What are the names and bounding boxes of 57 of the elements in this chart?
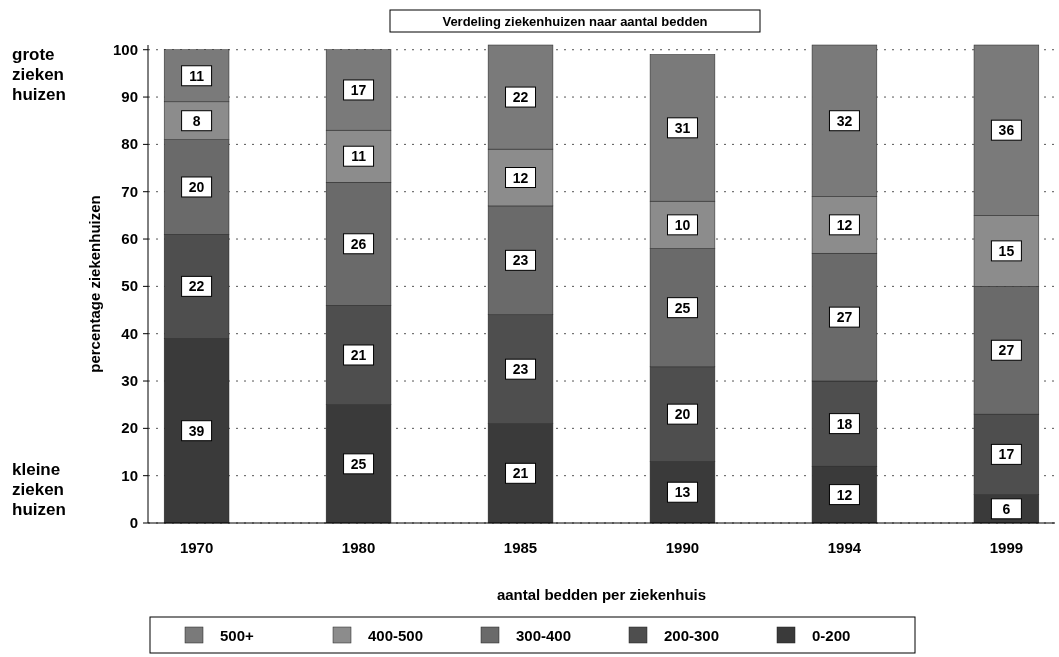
- x-tick-label: 1980: [341, 539, 376, 556]
- data-label: 17: [350, 81, 367, 98]
- data-label: 18: [836, 415, 853, 432]
- data-label: 36: [998, 122, 1015, 139]
- data-label: 11: [189, 67, 205, 84]
- data-label: 12: [836, 216, 853, 233]
- x-tick-label: 1990: [665, 539, 700, 556]
- y-tick-label: 50: [121, 277, 138, 295]
- data-label: 27: [998, 342, 1015, 359]
- data-label: 8: [192, 112, 201, 129]
- data-label: 22: [512, 89, 529, 106]
- y-tick-label: 70: [121, 182, 138, 200]
- legend-label: 200-300: [664, 627, 720, 644]
- data-label: 20: [188, 178, 205, 195]
- data-label: 27: [836, 309, 853, 326]
- x-tick-label: 1985: [503, 539, 538, 556]
- data-label: 21: [512, 465, 529, 482]
- data-label: 17: [998, 446, 1015, 463]
- legend-label: 500+: [220, 627, 255, 644]
- data-label: 12: [512, 169, 529, 186]
- text: kleine zieken huizen: [12, 460, 66, 519]
- data-label: 10: [674, 216, 691, 233]
- y-tick-label: 30: [121, 372, 138, 390]
- y-tick-label: 10: [121, 466, 138, 484]
- chart-title: Verdeling ziekenhuizen naar aantal bedden: [442, 14, 708, 29]
- y-tick-label: 0: [129, 514, 138, 531]
- x-tick-label: 1994: [827, 539, 862, 556]
- data-label: 23: [512, 361, 529, 378]
- x-axis-title: aantal bedden per ziekenhuis: [496, 586, 707, 603]
- x-tick-label: 1970: [179, 539, 214, 556]
- legend-label: 0-200: [812, 627, 851, 644]
- y-tick-label: 40: [121, 324, 138, 342]
- legend-label: 400-500: [368, 627, 424, 644]
- data-label: 25: [350, 455, 367, 472]
- y-tick-label: 20: [121, 419, 138, 437]
- y-tick-label: 100: [112, 40, 138, 58]
- y-tick-label: 90: [121, 88, 138, 106]
- data-label: 31: [674, 119, 691, 136]
- data-label: 11: [351, 148, 367, 165]
- data-label: 15: [998, 242, 1015, 259]
- data-label: 22: [188, 278, 205, 295]
- data-label: 20: [674, 406, 691, 423]
- data-label: 32: [836, 112, 853, 129]
- y-tick-label: 60: [121, 230, 138, 248]
- data-label: 13: [674, 484, 691, 501]
- y-axis-title: percentage ziekenhuizen: [86, 195, 103, 373]
- data-label: 39: [188, 422, 205, 439]
- data-label: 26: [350, 235, 367, 252]
- data-label: 12: [836, 486, 853, 503]
- data-label: 25: [674, 299, 691, 316]
- text: grote zieken huizen: [12, 45, 66, 104]
- data-label: 21: [350, 346, 367, 363]
- x-tick-label: 1999: [989, 539, 1024, 556]
- data-label: 6: [1002, 500, 1011, 517]
- data-label: 23: [512, 252, 529, 269]
- y-tick-label: 80: [121, 135, 138, 153]
- legend-label: 300-400: [516, 627, 572, 644]
